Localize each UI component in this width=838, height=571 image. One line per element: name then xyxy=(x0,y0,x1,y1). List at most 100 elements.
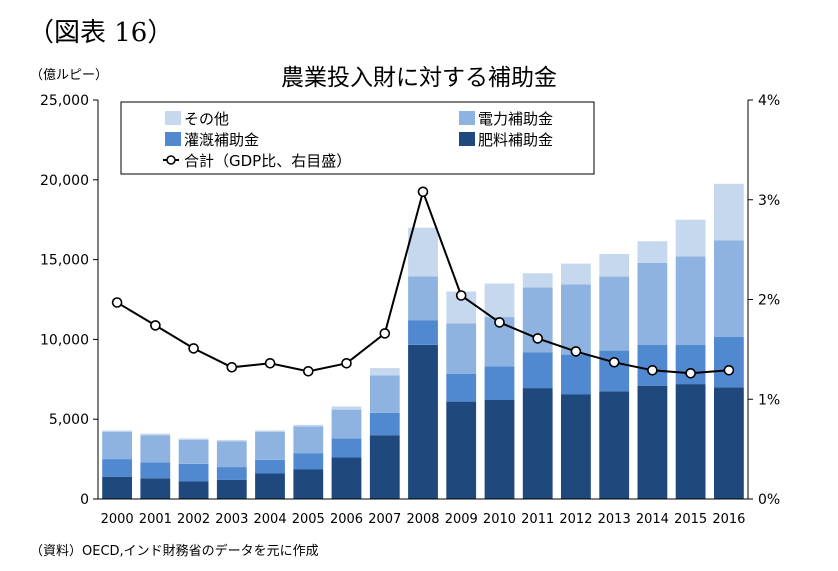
total-gdp-point-2012 xyxy=(570,346,582,357)
total-gdp-line-layer xyxy=(111,186,735,379)
bar-灌漑補助金-2007 xyxy=(369,412,400,436)
total-gdp-point-2016 xyxy=(723,364,735,376)
bar-肥料補助金-2004 xyxy=(255,473,285,499)
legend-swatch-灌漑補助金 xyxy=(165,132,181,146)
bar-その他-2006 xyxy=(331,406,362,410)
total-gdp-point-2008 xyxy=(417,186,429,198)
bar-その他-2014 xyxy=(637,241,668,263)
legend-box xyxy=(120,101,595,175)
bar-灌漑補助金-2013 xyxy=(599,350,630,392)
total-gdp-point-2003 xyxy=(226,361,238,373)
bar-電力補助金-2006 xyxy=(331,409,362,439)
x-tick-label: 2008 xyxy=(406,512,439,527)
total-gdp-point-2010 xyxy=(494,317,505,328)
x-tick-label: 2011 xyxy=(521,512,554,527)
bar-電力補助金-2001 xyxy=(140,435,171,463)
total-gdp-point-2005 xyxy=(302,365,314,377)
total-gdp-point-2013 xyxy=(608,356,620,368)
chart-title: 農業投入財に対する補助金 xyxy=(281,65,557,91)
bar-肥料補助金-2011 xyxy=(522,388,553,499)
bar-電力補助金-2004 xyxy=(255,432,285,460)
bar-肥料補助金-2005 xyxy=(293,469,324,499)
bar-その他-2001 xyxy=(140,433,171,436)
bar-その他-2010 xyxy=(484,283,515,317)
source-note: （資料）OECD,インド財務省のデータを元に作成 xyxy=(30,544,319,559)
y-right-tick-label: 4% xyxy=(758,93,780,109)
total-gdp-point-2001 xyxy=(150,320,161,331)
y-left-tick-label: 25,000 xyxy=(40,93,89,109)
bar-電力補助金-2005 xyxy=(293,426,324,454)
legend-label: 電力補助金 xyxy=(478,110,553,128)
y-right-tick-label: 0% xyxy=(758,492,780,508)
bar-電力補助金-2016 xyxy=(714,240,744,337)
bar-灌漑補助金-2000 xyxy=(102,459,132,477)
bar-その他-2011 xyxy=(522,273,553,288)
bar-その他-2005 xyxy=(293,424,324,427)
x-tick-label: 2010 xyxy=(483,512,516,527)
bar-電力補助金-2013 xyxy=(599,276,630,351)
bar-電力補助金-2002 xyxy=(178,439,209,464)
y-left-tick-label: 10,000 xyxy=(40,332,89,348)
total-gdp-point-2015 xyxy=(685,367,696,379)
figure-label: （図表 16） xyxy=(28,18,174,48)
x-tick-label: 2003 xyxy=(215,512,248,527)
bar-肥料補助金-2002 xyxy=(178,481,209,499)
y-right-tick-label: 2% xyxy=(758,293,780,309)
x-tick-label: 2005 xyxy=(292,512,325,527)
total-gdp-point-2009 xyxy=(455,290,467,301)
bar-肥料補助金-2008 xyxy=(408,345,438,499)
bar-その他-2004 xyxy=(255,430,285,432)
bar-肥料補助金-2000 xyxy=(102,476,132,499)
bar-灌漑補助金-2010 xyxy=(484,366,515,400)
bar-肥料補助金-2013 xyxy=(599,391,630,499)
bar-灌漑補助金-2008 xyxy=(408,320,438,345)
x-tick-label: 2002 xyxy=(177,512,210,527)
bar-その他-2016 xyxy=(714,183,744,241)
bar-灌漑補助金-2009 xyxy=(446,373,477,402)
bar-肥料補助金-2003 xyxy=(216,479,247,499)
legend-label: 肥料補助金 xyxy=(478,131,553,149)
x-tick-label: 2016 xyxy=(712,512,745,527)
total-gdp-point-2000 xyxy=(111,297,123,308)
bar-その他-2013 xyxy=(599,254,630,277)
x-tick-label: 2009 xyxy=(445,512,478,527)
x-tick-label: 2012 xyxy=(559,512,592,527)
bar-灌漑補助金-2002 xyxy=(178,463,209,482)
bar-その他-2007 xyxy=(369,368,400,376)
bar-肥料補助金-2007 xyxy=(369,435,400,499)
bar-肥料補助金-2009 xyxy=(446,401,477,499)
bar-電力補助金-2000 xyxy=(102,432,132,460)
bar-肥料補助金-2014 xyxy=(637,385,668,499)
total-gdp-point-2007 xyxy=(379,328,391,339)
bars-layer xyxy=(102,183,744,499)
total-gdp-point-2011 xyxy=(532,333,544,344)
x-tick-label: 2014 xyxy=(636,512,669,527)
legend-label: 合計（GDP比、右目盛） xyxy=(184,152,351,170)
bar-その他-2012 xyxy=(561,263,591,285)
total-gdp-point-2014 xyxy=(647,364,658,376)
bar-灌漑補助金-2011 xyxy=(522,352,553,389)
total-gdp-point-2004 xyxy=(264,357,276,369)
bar-電力補助金-2014 xyxy=(637,262,668,345)
x-tick-label: 2006 xyxy=(330,512,363,527)
bar-灌漑補助金-2004 xyxy=(255,459,285,474)
legend-swatch-marker xyxy=(166,155,176,165)
left-axis-unit: （億ルピー） xyxy=(30,68,109,83)
bar-肥料補助金-2015 xyxy=(675,384,706,499)
x-tick-label: 2001 xyxy=(139,512,172,527)
legend-swatch-電力補助金 xyxy=(459,111,475,125)
bar-肥料補助金-2016 xyxy=(714,387,744,499)
axes-layer: 0 5,000 10,000 15,000 20,000 25,000 0% 1% 2% 3% 4%… xyxy=(40,93,780,527)
bar-灌漑補助金-2012 xyxy=(561,354,591,395)
bar-電力補助金-2008 xyxy=(408,276,438,321)
bar-電力補助金-2003 xyxy=(216,441,247,467)
bar-電力補助金-2012 xyxy=(561,284,591,355)
bar-灌漑補助金-2001 xyxy=(140,462,171,479)
bar-肥料補助金-2010 xyxy=(484,400,515,499)
bar-電力補助金-2015 xyxy=(675,256,706,345)
bar-灌漑補助金-2005 xyxy=(293,453,324,470)
bar-肥料補助金-2006 xyxy=(331,457,362,499)
total-gdp-point-2006 xyxy=(341,357,352,369)
